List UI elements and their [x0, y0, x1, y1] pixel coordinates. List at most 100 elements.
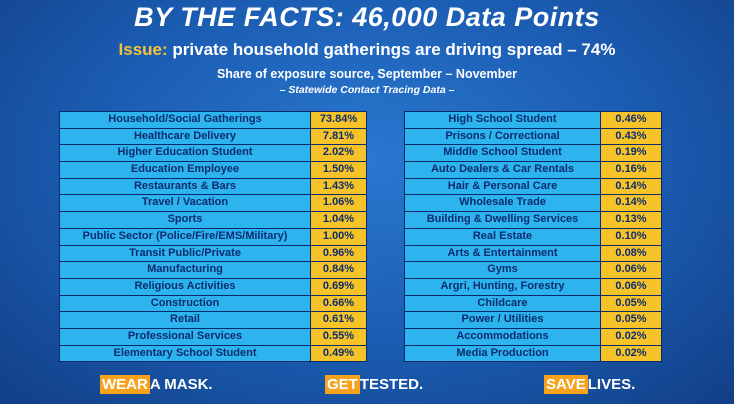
category-cell: Healthcare Delivery [60, 128, 310, 145]
category-cell: Higher Education Student [60, 145, 310, 162]
value-cell: 1.00% [311, 228, 366, 245]
table-row: Higher Education Student 2.02% [60, 145, 366, 162]
value-cell: 0.06% [601, 278, 661, 295]
slogan: GET TESTED. [325, 375, 424, 394]
table-row: Retail 0.61% [60, 312, 366, 328]
value-cell: 0.46% [601, 112, 661, 128]
table-row: Wholesale Trade 0.14% [405, 195, 661, 212]
table-row: Arts & Entertainment 0.08% [405, 245, 661, 262]
value-cell: 1.06% [311, 195, 366, 212]
category-cell: Manufacturing [60, 262, 310, 278]
category-cell: Middle School Student [405, 145, 600, 162]
category-cell: Auto Dealers & Car Rentals [405, 162, 600, 178]
table-row: Hair & Personal Care 0.14% [405, 178, 661, 195]
value-cell: 0.61% [311, 312, 366, 328]
subtitle: Share of exposure source, September – No… [216, 67, 518, 81]
table-row: Prisons / Correctional 0.43% [405, 128, 661, 145]
table-row: Restaurants & Bars 1.43% [60, 178, 366, 195]
value-cell: 1.04% [311, 212, 366, 228]
table-row: Public Sector (Police/Fire/EMS/Military)… [60, 228, 366, 245]
value-cell: 73.84% [311, 112, 366, 128]
value-cell: 0.66% [311, 295, 366, 312]
note: – Statewide Contact Tracing Data – [279, 84, 455, 96]
value-cell: 0.08% [601, 245, 661, 262]
table-row: Gyms 0.06% [405, 262, 661, 278]
table-row: Media Production 0.02% [405, 345, 661, 362]
issue-text: private household gatherings are driving… [172, 40, 616, 59]
value-cell: 0.14% [601, 195, 661, 212]
slogan: WEAR A MASK. [100, 375, 213, 394]
slogan: SAVE LIVES. [544, 375, 636, 394]
category-cell: Sports [60, 212, 310, 228]
value-cell: 0.05% [601, 295, 661, 312]
category-cell: Power / Utilities [405, 312, 600, 328]
slogan-highlight: GET [325, 375, 360, 394]
category-cell: Professional Services [60, 328, 310, 345]
value-cell: 0.96% [311, 245, 366, 262]
category-cell: Accommodations [405, 328, 600, 345]
table-row: Education Employee 1.50% [60, 162, 366, 178]
value-cell: 0.19% [601, 145, 661, 162]
category-cell: Restaurants & Bars [60, 178, 310, 195]
table-row: Accommodations 0.02% [405, 328, 661, 345]
value-cell: 0.69% [311, 278, 366, 295]
value-cell: 2.02% [311, 145, 366, 162]
table-row: Auto Dealers & Car Rentals 0.16% [405, 162, 661, 178]
table-row: Argri, Hunting, Forestry 0.06% [405, 278, 661, 295]
value-cell: 0.02% [601, 328, 661, 345]
category-cell: Public Sector (Police/Fire/EMS/Military) [60, 228, 310, 245]
category-cell: Building & Dwelling Services [405, 212, 600, 228]
table-row: Construction 0.66% [60, 295, 366, 312]
value-cell: 0.14% [601, 178, 661, 195]
issue: Issue: private household gatherings are … [0, 40, 734, 60]
category-cell: Religious Activities [60, 278, 310, 295]
value-cell: 1.50% [311, 162, 366, 178]
category-cell: Media Production [405, 345, 600, 362]
table: High School Student 0.46% Prisons / Correc… [404, 111, 662, 363]
slogan-text: A MASK. [149, 376, 213, 393]
category-cell: Household/Social Gatherings [60, 112, 310, 128]
table-row: Household/Social Gatherings 73.84% [60, 112, 366, 128]
value-cell: 0.06% [601, 262, 661, 278]
table-row: Elementary School Student 0.49% [60, 345, 366, 362]
slogan-highlight: SAVE [544, 375, 588, 394]
category-cell: Education Employee [60, 162, 310, 178]
value-cell: 0.10% [601, 228, 661, 245]
title: BY THE FACTS: 46,000 Data Points [134, 2, 600, 32]
category-cell: Arts & Entertainment [405, 245, 600, 262]
table-row: Healthcare Delivery 7.81% [60, 128, 366, 145]
table-row: Travel / Vacation 1.06% [60, 195, 366, 212]
value-cell: 0.13% [601, 212, 661, 228]
value-cell: 0.55% [311, 328, 366, 345]
table: Household/Social Gatherings 73.84% Healthc… [59, 111, 367, 363]
table-row: Middle School Student 0.19% [405, 145, 661, 162]
category-cell: Transit Public/Private [60, 245, 310, 262]
category-cell: Construction [60, 295, 310, 312]
category-cell: Travel / Vacation [60, 195, 310, 212]
value-cell: 0.49% [311, 345, 366, 362]
table-row: Religious Activities 0.69% [60, 278, 366, 295]
value-cell: 0.02% [601, 345, 661, 362]
table-row: Childcare 0.05% [405, 295, 661, 312]
table-row: Building & Dwelling Services 0.13% [405, 212, 661, 228]
value-cell: 7.81% [311, 128, 366, 145]
value-cell: 0.05% [601, 312, 661, 328]
table-row: Professional Services 0.55% [60, 328, 366, 345]
slogan-text: TESTED. [359, 376, 424, 393]
category-cell: High School Student [405, 112, 600, 128]
category-cell: Real Estate [405, 228, 600, 245]
table-row: Sports 1.04% [60, 212, 366, 228]
value-cell: 0.84% [311, 262, 366, 278]
table-row: Transit Public/Private 0.96% [60, 245, 366, 262]
table-row: Manufacturing 0.84% [60, 262, 366, 278]
slogan-highlight: WEAR [100, 375, 150, 394]
category-cell: Hair & Personal Care [405, 178, 600, 195]
category-cell: Retail [60, 312, 310, 328]
table-row: Power / Utilities 0.05% [405, 312, 661, 328]
category-cell: Prisons / Correctional [405, 128, 600, 145]
category-cell: Gyms [405, 262, 600, 278]
value-cell: 0.16% [601, 162, 661, 178]
category-cell: Wholesale Trade [405, 195, 600, 212]
slogan-text: LIVES. [587, 376, 636, 393]
